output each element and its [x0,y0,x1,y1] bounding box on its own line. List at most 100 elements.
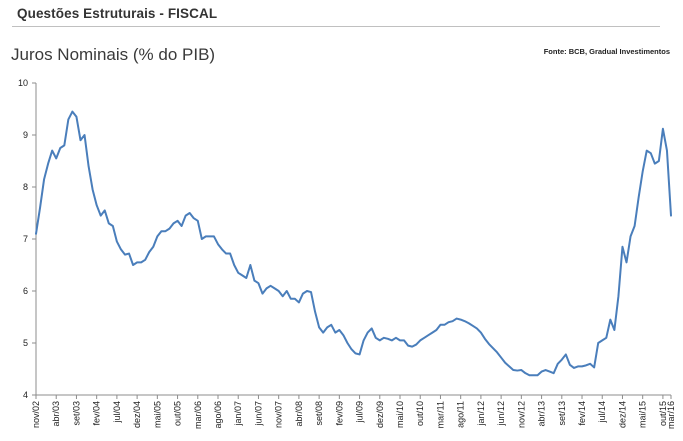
data-point [379,339,381,341]
data-point [310,291,312,293]
x-tick-label: jul/04 [112,401,122,424]
data-point [427,334,429,336]
data-point [431,332,433,334]
x-tick-label: out/05 [173,401,183,426]
data-point [330,324,332,326]
data-point [626,261,628,263]
data-point [112,225,114,227]
data-point [43,178,45,180]
data-point [504,362,506,364]
data-point [363,339,365,341]
y-axis-ticks: 4 5 6 7 8 9 10 [18,78,36,400]
data-point [642,170,644,172]
x-tick-label: fev/14 [577,401,587,426]
data-point [435,329,437,331]
data-point [189,212,191,214]
data-point [282,295,284,297]
data-point [346,342,348,344]
data-point [492,347,494,349]
data-point [233,264,235,266]
x-tick-label: mar/11 [435,401,445,428]
data-point [561,359,563,361]
x-tick-label: mai/05 [152,401,162,428]
x-tick-label: dez/14 [617,401,627,428]
data-point [439,324,441,326]
data-point [605,337,607,339]
data-point [516,370,518,372]
data-point [569,364,571,366]
data-point [646,150,648,152]
data-point [39,207,41,209]
data-point [241,274,243,276]
data-point [609,319,611,321]
data-point [375,337,377,339]
data-point [88,165,90,167]
data-point [128,253,130,255]
data-point [597,342,599,344]
data-point [448,321,450,323]
data-point [553,372,555,374]
data-point [488,343,490,345]
x-axis-ticks: nov/02 abr/03 set/03 fev/04 jul/04 dez/04 mai/… [31,395,676,429]
data-point [407,345,409,347]
data-point [177,220,179,222]
data-point [512,369,514,371]
data-point [237,272,239,274]
data-point [124,254,126,256]
x-tick-label: jul/14 [597,401,607,424]
y-tick-label: 7 [23,234,28,244]
y-tick-label: 6 [23,286,28,296]
data-point [334,332,336,334]
data-point [262,293,264,295]
data-point [136,261,138,263]
x-tick-label: dez/04 [132,401,142,428]
series-line [35,110,672,377]
data-point [156,235,158,237]
data-point [75,116,77,118]
x-tick-label: jul/09 [355,401,365,424]
y-tick-label: 9 [23,130,28,140]
data-point [185,215,187,217]
data-point [35,233,37,235]
data-point [484,338,486,340]
data-point [245,277,247,279]
x-tick-label: mar/06 [193,401,203,429]
data-point [201,238,203,240]
data-point [350,348,352,350]
data-point [193,217,195,219]
data-point [342,334,344,336]
data-point [415,344,417,346]
data-point [148,251,150,253]
data-point [500,357,502,359]
data-point [318,326,320,328]
data-point [658,160,660,162]
x-tick-label: mar/16 [666,401,676,429]
data-point [593,366,595,368]
data-point [541,371,543,373]
data-point [63,144,65,146]
data-point [423,337,425,339]
data-point [116,241,118,243]
data-point [399,339,401,341]
data-point [617,295,619,297]
data-point [108,222,110,224]
x-tick-label: out/10 [415,401,425,426]
data-point [452,320,454,322]
data-point [456,318,458,320]
x-tick-label: fev/04 [92,401,102,426]
data-point [444,324,446,326]
data-point [120,248,122,250]
data-point [314,311,316,313]
x-tick-label: nov/12 [516,401,526,428]
x-tick-label: mai/10 [395,401,405,428]
data-point [565,353,567,355]
data-point [359,353,361,355]
data-point [621,246,623,248]
data-point [132,264,134,266]
data-point [520,369,522,371]
data-point [464,320,466,322]
x-tick-label: out/15 [658,401,668,426]
data-point [367,332,369,334]
y-tick-label: 5 [23,338,28,348]
